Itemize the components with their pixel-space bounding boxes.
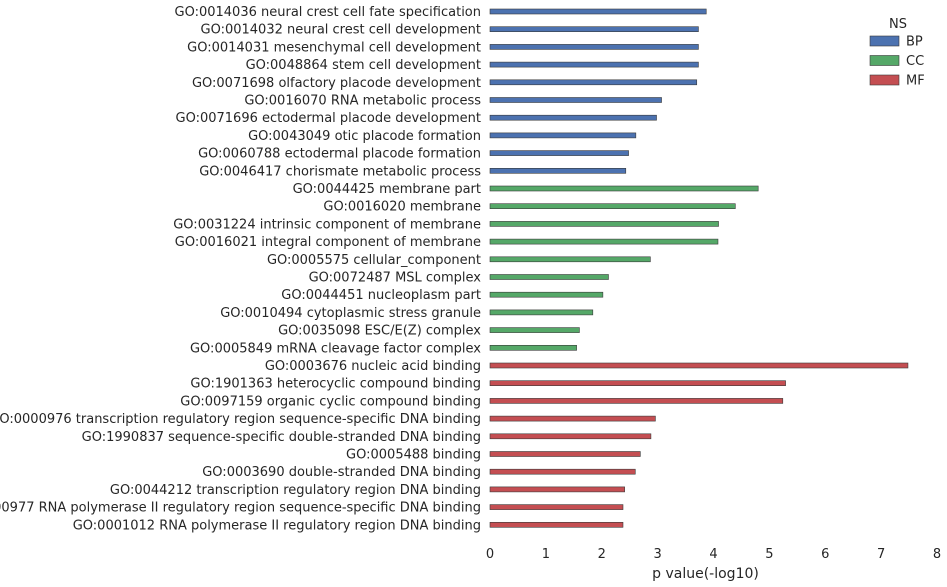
category-label: GO:0072487 MSL complex [309, 271, 482, 286]
bar-cc [489, 309, 594, 316]
bar-cc [489, 203, 736, 209]
bar-mf [489, 521, 624, 528]
category-label: GO:0044212 transcription regulatory regi… [110, 483, 481, 498]
category-label: GO:0000977 RNA polymerase II regulatory … [0, 501, 481, 516]
legend-items-group: BP CC MF [869, 35, 925, 89]
category-label: GO:0005849 mRNA cleavage factor complex [190, 341, 481, 356]
legend-title: NS [889, 17, 907, 32]
bar-bp [489, 79, 698, 86]
category-label: GO:0014031 mesenchymal cell development [187, 40, 481, 55]
bar-mf [489, 362, 909, 369]
category-label: GO:0060788 ectodermal placode formation [198, 147, 481, 162]
category-label: GO:0016070 RNA metabolic process [244, 94, 481, 109]
category-label: GO:1990837 sequence-specific double-stra… [82, 430, 481, 445]
category-label: GO:0003690 double-stranded DNA binding [202, 465, 481, 480]
category-labels-group: GO:0014036 neural crest cell fate specif… [0, 5, 481, 533]
bar-cc [489, 344, 577, 351]
category-label: GO:0044425 membrane part [293, 182, 481, 197]
category-label: GO:0014032 neural crest cell development [201, 23, 481, 38]
category-label: GO:0000976 transcription regulatory regi… [0, 412, 481, 427]
bar-bp [489, 8, 707, 15]
bar-bp [489, 61, 699, 68]
bar-mf [489, 451, 641, 457]
category-label: GO:0016020 membrane [323, 200, 481, 215]
bar-mf [489, 468, 636, 475]
x-tick-label: 3 [653, 547, 661, 562]
category-label: GO:0048864 stem cell development [246, 58, 481, 73]
category-label: GO:0046417 chorismate metabolic process [199, 164, 481, 179]
legend-label-bp: BP [906, 35, 923, 50]
legend: NS BP CC MF [869, 17, 925, 89]
category-label: GO:0005575 cellular_component [267, 253, 481, 268]
bar-cc [489, 185, 759, 192]
bar-cc [489, 327, 580, 333]
legend-swatch-cc [869, 55, 900, 66]
category-label: GO:0001012 RNA polymerase II regulatory … [73, 518, 481, 533]
category-label: GO:0097159 organic cyclic compound bindi… [180, 394, 481, 409]
category-label: GO:1901363 heterocyclic compound binding [190, 377, 481, 392]
category-label: GO:0071698 olfactory placode development [192, 76, 481, 91]
bar-mf [489, 380, 786, 387]
bar-mf [489, 415, 656, 422]
category-label: GO:0010494 cytoplasmic stress granule [220, 306, 481, 321]
bar-cc [489, 291, 604, 298]
x-axis-ticks-group: 0 1 2 3 4 5 6 7 8 [486, 547, 941, 562]
x-axis-label: p value(-log10) [652, 566, 759, 582]
legend-label-cc: CC [906, 54, 924, 69]
bar-bp [489, 114, 657, 121]
category-label: GO:0043049 otic placode formation [248, 129, 481, 144]
x-tick-label: 0 [486, 547, 494, 562]
bar-bp [489, 44, 699, 50]
x-tick-label: 8 [933, 547, 941, 562]
bar-cc [489, 238, 719, 245]
category-label: GO:0044451 nucleoplasm part [281, 288, 481, 303]
bars-group [489, 8, 909, 528]
x-tick-label: 4 [709, 547, 717, 562]
bar-bp [489, 150, 629, 156]
legend-swatch-bp [869, 35, 900, 47]
bar-bp [489, 168, 627, 174]
category-label: GO:0005488 binding [346, 448, 481, 463]
x-tick-label: 6 [821, 547, 829, 562]
bar-mf [489, 398, 784, 404]
category-label: GO:0014036 neural crest cell fate specif… [175, 5, 481, 20]
bar-bp [489, 26, 699, 33]
category-label: GO:0071696 ectodermal placode developmen… [176, 111, 482, 126]
bar-cc [489, 256, 651, 263]
x-tick-label: 2 [598, 547, 606, 562]
bar-cc [489, 221, 719, 227]
bar-mf [489, 504, 624, 510]
legend-swatch-mf [869, 74, 900, 86]
bar-mf [489, 433, 652, 440]
category-label: GO:0031224 intrinsic component of membra… [173, 217, 481, 232]
bar-bp [489, 132, 637, 139]
legend-label-mf: MF [906, 74, 925, 89]
x-tick-label: 7 [877, 547, 885, 562]
x-tick-label: 1 [542, 547, 550, 562]
bar-mf [489, 486, 625, 493]
x-tick-label: 5 [765, 547, 773, 562]
bar-cc [489, 274, 609, 280]
category-label: GO:0016021 integral component of membran… [175, 235, 481, 250]
category-label: GO:0003676 nucleic acid binding [265, 359, 481, 374]
bar-bp [489, 97, 662, 103]
category-label: GO:0035098 ESC/E(Z) complex [278, 324, 481, 339]
